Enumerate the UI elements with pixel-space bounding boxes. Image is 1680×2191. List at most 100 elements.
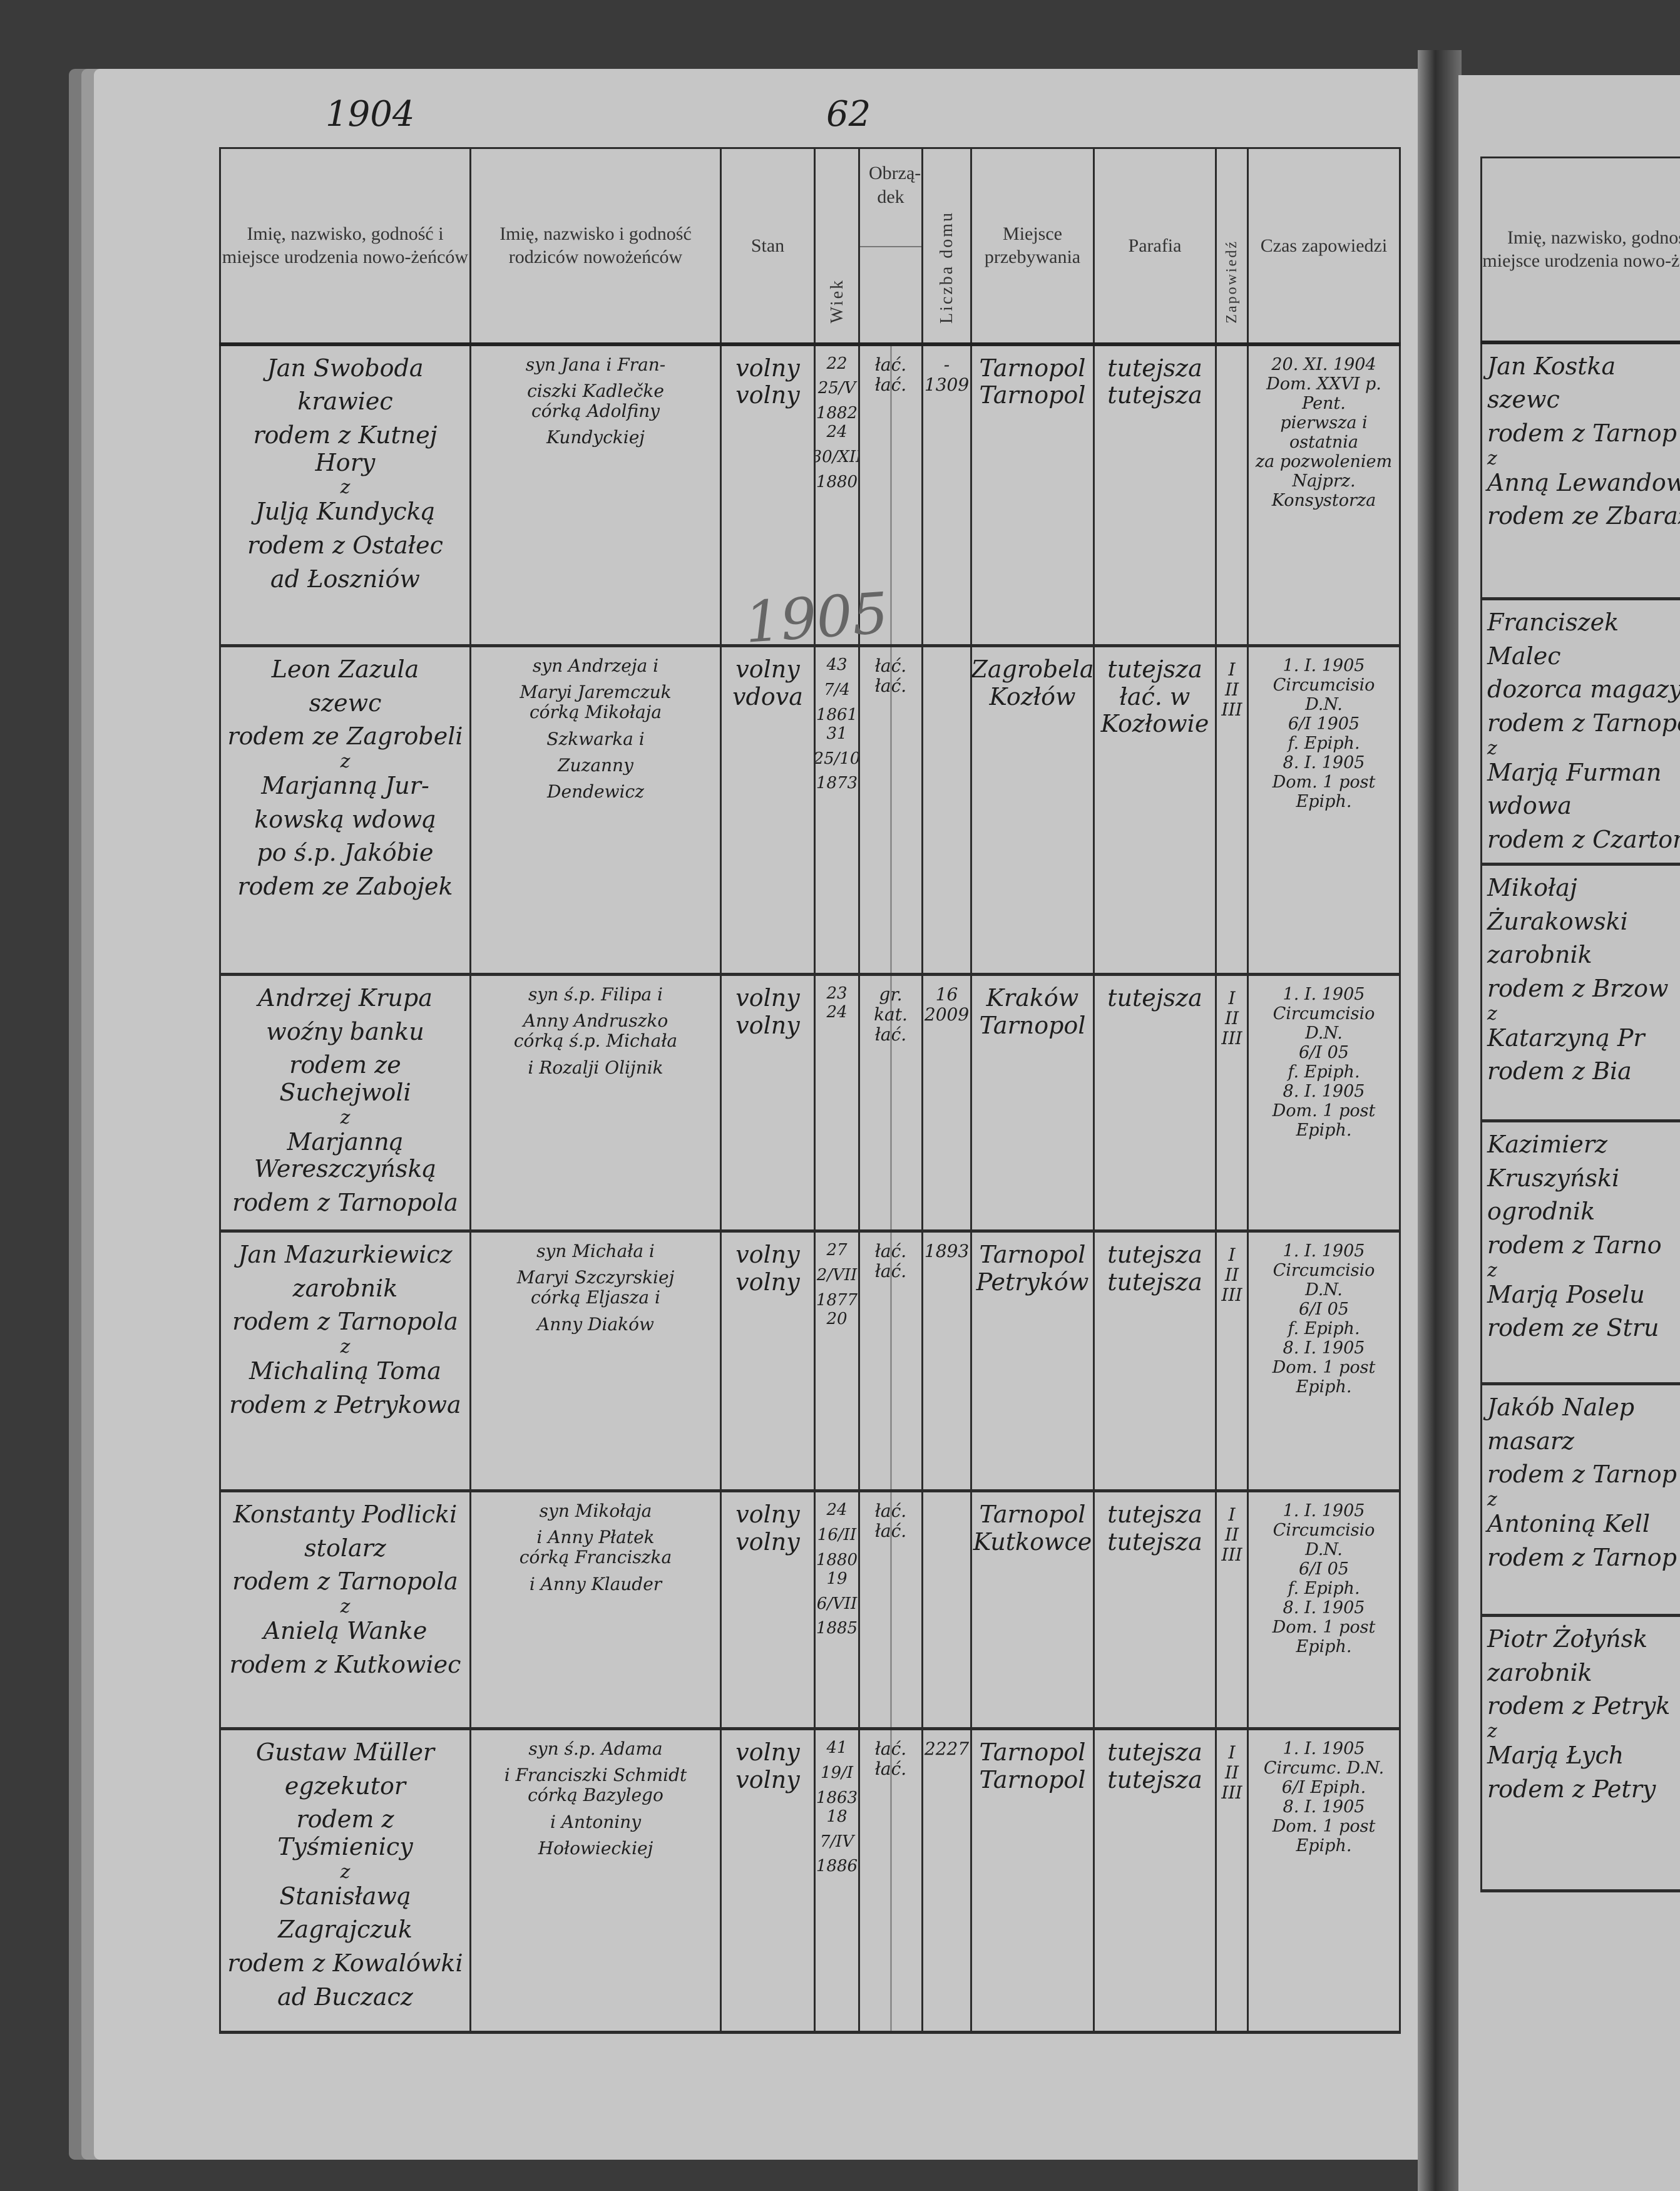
cell-content: tutejsza tutejsza xyxy=(1096,346,1214,418)
bride-line: po ś.p. Jakóbie xyxy=(257,839,434,867)
cell-content: tutejsza tutejsza xyxy=(1096,1233,1214,1305)
cell-zapowiedz: I II III xyxy=(1215,1728,1249,2033)
cell-content: volny vdova xyxy=(723,648,813,720)
cell-obrzadek: łać. łać. xyxy=(858,343,923,647)
bride-stan: volny xyxy=(735,381,800,409)
banns-date-line: za pozwoleniem xyxy=(1255,451,1393,471)
cell-content: tutejsza łać. w Kozłowie xyxy=(1096,648,1214,747)
cell-czas: 1. I. 1905 Circumcisio D.N. 6/I 1905 f. Epi… xyxy=(1247,645,1401,975)
cell-content: tutejsza tutejsza xyxy=(1096,1731,1214,1803)
register-entry-row: Gustaw Müller egzekutor rodem z Tyśmienicy… xyxy=(219,1728,1401,2033)
cell-content xyxy=(925,1493,970,1511)
groom-info: Andrzej Krupa woźny banku rodem ze Suchejw… xyxy=(226,984,464,1107)
book-gutter xyxy=(1418,50,1462,2191)
age-line: 1861 xyxy=(816,705,858,724)
cell-groom-bride: Jan Mazurkiewicz zarobnik rodem z Tarnopol… xyxy=(219,1230,471,1492)
header-miejsce: Miejsce przebywania xyxy=(970,147,1095,345)
bride-line: rodem ze Zbaraż xyxy=(1487,502,1680,530)
banns-number: I xyxy=(1228,1742,1236,1763)
cell-content: 1. I. 1905 Circumcisio D.N. 6/I 05 f. Epiph… xyxy=(1250,1493,1398,1666)
bride-parafia: tutejsza xyxy=(1107,1527,1202,1556)
conjunction-z: z xyxy=(1487,1259,1497,1281)
banns-date-line: f. Epiph. xyxy=(1288,1579,1360,1599)
conjunction-z: z xyxy=(340,1860,351,1883)
bride-obrzadek: łać. xyxy=(874,1758,907,1780)
groom-line: rodem z Tarnopola xyxy=(232,1308,458,1336)
right-register-entry-row: Jan Kostka szewc rodem z Tarnop z Anną Lewan… xyxy=(1480,341,1680,600)
banns-date-line: Dom. XXVI p. Pent. xyxy=(1266,374,1381,413)
age-line: 7/4 xyxy=(824,680,850,699)
cell-content: volny volny xyxy=(723,346,813,418)
conjunction-z: z xyxy=(340,1336,351,1358)
banns-number: II xyxy=(1224,1762,1239,1783)
cell-groom-bride: Jan Kostka szewc rodem z Tarnop z Anną Lewan… xyxy=(1480,341,1680,600)
cell-obrzadek: łać. łać. xyxy=(858,645,923,975)
bride-line: Marją Poselu xyxy=(1487,1280,1645,1308)
groom-line: rodem z Tarnop xyxy=(1487,419,1677,447)
banns-date-line: 1. I. 1905 xyxy=(1283,1241,1365,1261)
cell-wiek: 23 24 xyxy=(814,973,860,1232)
groom-line: rodem z Tarnop xyxy=(1487,1460,1677,1489)
page-number: 62 xyxy=(826,94,871,135)
groom-stan: volny xyxy=(735,984,800,1012)
cell-liczba-domu: 1893 xyxy=(921,1230,972,1492)
cell-czas: 1. I. 1905 Circumcisio D.N. 6/I 05 f. Epiph… xyxy=(1247,1490,1401,1730)
cell-content: I II III xyxy=(1218,1233,1246,1318)
groom-parents: syn Jana i Fran-ciszki Kadlečke xyxy=(476,354,715,401)
cell-content: syn ś.p. Adama i Franciszki Schmidt córką … xyxy=(473,1731,719,1867)
groom-line: Konstanty Podlicki xyxy=(233,1501,458,1528)
banns-date-line: 6/I 05 xyxy=(1299,1043,1349,1063)
bride-line: rodem z Czartor xyxy=(1487,826,1680,854)
groom-obrzadek: łać. xyxy=(874,1501,907,1521)
groom-info: Konstanty Podlicki stolarz rodem z Tarnopo… xyxy=(226,1501,464,1596)
bride-parents: córką Adolfiny Kundyckiej xyxy=(476,401,715,448)
cell-content: I II III xyxy=(1218,1493,1246,1578)
cell-miejsce: Tarnopol Tarnopol xyxy=(970,343,1095,647)
cell-content: volny volny xyxy=(723,1493,813,1565)
groom-miejsce: Kraków xyxy=(986,984,1079,1012)
banns-number: III xyxy=(1221,1028,1242,1049)
bride-stan: vdova xyxy=(732,682,803,711)
groom-info: Jan Kostka szewc rodem z Tarnop xyxy=(1487,352,1677,448)
groom-line: Jan Kostka xyxy=(1487,352,1616,380)
cell-parents: syn Jana i Fran-ciszki Kadlečke córką Ado… xyxy=(469,343,722,647)
parents-line: Anny Andruszko xyxy=(523,1010,668,1032)
conjunction-z: z xyxy=(340,1596,351,1618)
parents-line: córką Franciszka xyxy=(519,1547,672,1568)
groom-line: Kruszyński xyxy=(1487,1164,1620,1192)
cell-content: Tarnopol Tarnopol xyxy=(973,1731,1092,1803)
age-line: 16/II xyxy=(817,1525,857,1544)
cell-parafia: tutejsza tutejsza xyxy=(1093,1490,1217,1730)
cell-zapowiedz: I II III xyxy=(1215,645,1249,975)
bride-line: Michaliną Toma xyxy=(249,1357,441,1385)
groom-line: szewc xyxy=(309,689,382,717)
cell-groom-bride: Andrzej Krupa woźny banku rodem ze Suchejw… xyxy=(219,973,471,1232)
cell-obrzadek: łać. łać. xyxy=(858,1230,923,1492)
age-line: 7/IV xyxy=(819,1832,854,1851)
bride-age: 19 6/VII 1885 xyxy=(817,1569,858,1639)
cell-groom-bride: Kazimierz Kruszyński ogrodnik rodem z Tarno… xyxy=(1480,1119,1680,1385)
banns-number: III xyxy=(1221,1285,1242,1306)
age-line: 24 xyxy=(826,423,848,442)
cell-parents: syn Michała i Maryi Szczyrskiej córką Elja… xyxy=(469,1230,722,1492)
groom-line: ogrodnik xyxy=(1487,1198,1595,1226)
groom-line: Jan Mazurkiewicz xyxy=(238,1241,453,1268)
cell-groom-bride: Mikołaj Żurakowski zarobnik rodem z Brzow z K… xyxy=(1480,863,1680,1122)
header-parafia: Parafia xyxy=(1093,147,1217,345)
cell-content: Jan Kostka szewc rodem z Tarnop z Anną Lewan… xyxy=(1483,344,1680,539)
groom-liczba-domu: 1893 xyxy=(924,1241,970,1261)
cell-content: Kazimierz Kruszyński ogrodnik rodem z Tarno… xyxy=(1483,1122,1680,1351)
parents-line: Zuzanny xyxy=(558,754,633,776)
banns-number: III xyxy=(1221,1544,1242,1566)
groom-line: rodem z Kutnej Hory xyxy=(253,421,438,476)
bride-miejsce: Tarnopol xyxy=(979,1011,1086,1039)
groom-stan: volny xyxy=(735,1241,800,1268)
parents-line: syn ś.p. Adama xyxy=(528,1738,663,1759)
cell-stan: volny volny xyxy=(720,973,816,1232)
cell-content: Konstanty Podlicki stolarz rodem z Tarnopo… xyxy=(222,1493,469,1688)
parents-line: syn Mikołaja xyxy=(539,1501,652,1521)
bride-info: Michaliną Toma rodem z Petrykowa xyxy=(226,1357,464,1419)
groom-line: rodem z Tyśmienicy xyxy=(277,1805,413,1861)
banns-date-line: Circumcisio D.N. xyxy=(1273,1521,1375,1560)
